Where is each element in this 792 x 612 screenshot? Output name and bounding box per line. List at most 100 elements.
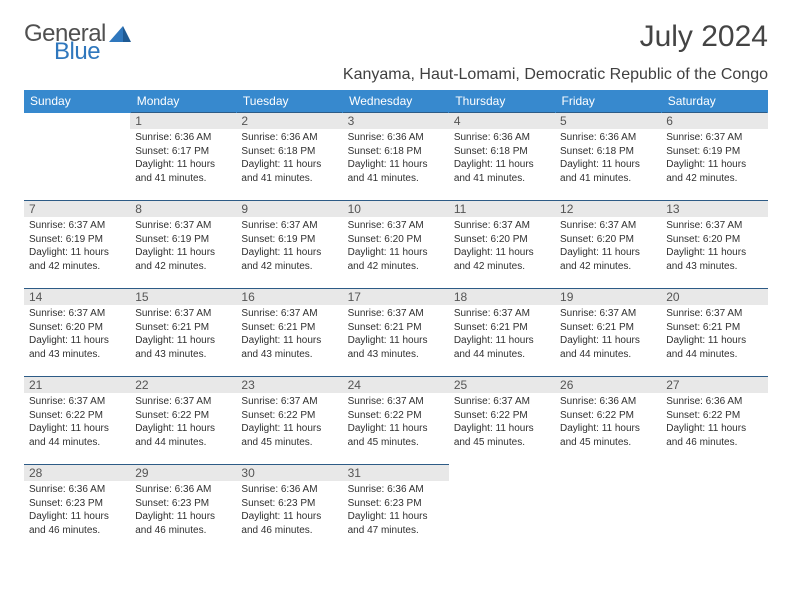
calendar-day-cell: 13Sunrise: 6:37 AMSunset: 6:20 PMDayligh… xyxy=(661,201,767,287)
day-number: 5 xyxy=(555,113,661,129)
day-number: 28 xyxy=(24,465,130,481)
calendar-day-cell: 5Sunrise: 6:36 AMSunset: 6:18 PMDaylight… xyxy=(555,113,661,199)
calendar-week-row: 28Sunrise: 6:36 AMSunset: 6:23 PMDayligh… xyxy=(24,465,768,551)
day-details: Sunrise: 6:37 AMSunset: 6:19 PMDaylight:… xyxy=(661,129,767,189)
day-details: Sunrise: 6:36 AMSunset: 6:22 PMDaylight:… xyxy=(555,393,661,453)
calendar-day-cell: 7Sunrise: 6:37 AMSunset: 6:19 PMDaylight… xyxy=(24,201,130,287)
day-number: 2 xyxy=(236,113,342,129)
day-number: 29 xyxy=(130,465,236,481)
day-details: Sunrise: 6:37 AMSunset: 6:20 PMDaylight:… xyxy=(449,217,555,277)
day-number: 8 xyxy=(130,201,236,217)
day-details: Sunrise: 6:37 AMSunset: 6:20 PMDaylight:… xyxy=(343,217,449,277)
day-details: Sunrise: 6:37 AMSunset: 6:21 PMDaylight:… xyxy=(236,305,342,365)
day-details: Sunrise: 6:37 AMSunset: 6:21 PMDaylight:… xyxy=(449,305,555,365)
day-number: 22 xyxy=(130,377,236,393)
logo-text-2: Blue xyxy=(54,38,100,66)
day-details: Sunrise: 6:36 AMSunset: 6:18 PMDaylight:… xyxy=(343,129,449,189)
calendar-day-cell xyxy=(449,465,555,551)
calendar-day-cell: 30Sunrise: 6:36 AMSunset: 6:23 PMDayligh… xyxy=(236,465,342,551)
calendar-day-cell: 12Sunrise: 6:37 AMSunset: 6:20 PMDayligh… xyxy=(555,201,661,287)
calendar-day-cell: 14Sunrise: 6:37 AMSunset: 6:20 PMDayligh… xyxy=(24,289,130,375)
day-number: 1 xyxy=(130,113,236,129)
day-number: 15 xyxy=(130,289,236,305)
day-number: 7 xyxy=(24,201,130,217)
day-details: Sunrise: 6:37 AMSunset: 6:22 PMDaylight:… xyxy=(343,393,449,453)
day-number: 13 xyxy=(661,201,767,217)
calendar-day-cell: 31Sunrise: 6:36 AMSunset: 6:23 PMDayligh… xyxy=(343,465,449,551)
day-details: Sunrise: 6:36 AMSunset: 6:23 PMDaylight:… xyxy=(24,481,130,541)
day-number: 18 xyxy=(449,289,555,305)
day-number: 19 xyxy=(555,289,661,305)
day-details: Sunrise: 6:36 AMSunset: 6:18 PMDaylight:… xyxy=(555,129,661,189)
day-number: 24 xyxy=(343,377,449,393)
weekday-header: Monday xyxy=(130,90,236,113)
day-details: Sunrise: 6:36 AMSunset: 6:23 PMDaylight:… xyxy=(343,481,449,541)
calendar-day-cell: 2Sunrise: 6:36 AMSunset: 6:18 PMDaylight… xyxy=(236,113,342,199)
day-number: 4 xyxy=(449,113,555,129)
day-number: 26 xyxy=(555,377,661,393)
day-number: 31 xyxy=(343,465,449,481)
calendar-week-row: 1Sunrise: 6:36 AMSunset: 6:17 PMDaylight… xyxy=(24,113,768,199)
calendar-day-cell: 21Sunrise: 6:37 AMSunset: 6:22 PMDayligh… xyxy=(24,377,130,463)
day-details: Sunrise: 6:37 AMSunset: 6:21 PMDaylight:… xyxy=(555,305,661,365)
weekday-header: Sunday xyxy=(24,90,130,113)
day-details: Sunrise: 6:37 AMSunset: 6:22 PMDaylight:… xyxy=(449,393,555,453)
day-details: Sunrise: 6:37 AMSunset: 6:20 PMDaylight:… xyxy=(661,217,767,277)
calendar-day-cell: 25Sunrise: 6:37 AMSunset: 6:22 PMDayligh… xyxy=(449,377,555,463)
calendar-day-cell: 28Sunrise: 6:36 AMSunset: 6:23 PMDayligh… xyxy=(24,465,130,551)
weekday-header-row: Sunday Monday Tuesday Wednesday Thursday… xyxy=(24,90,768,113)
calendar-day-cell: 24Sunrise: 6:37 AMSunset: 6:22 PMDayligh… xyxy=(343,377,449,463)
calendar-day-cell: 27Sunrise: 6:36 AMSunset: 6:22 PMDayligh… xyxy=(661,377,767,463)
day-number: 17 xyxy=(343,289,449,305)
day-details: Sunrise: 6:37 AMSunset: 6:20 PMDaylight:… xyxy=(24,305,130,365)
day-number: 25 xyxy=(449,377,555,393)
day-number: 9 xyxy=(236,201,342,217)
day-details: Sunrise: 6:37 AMSunset: 6:22 PMDaylight:… xyxy=(130,393,236,453)
day-number: 3 xyxy=(343,113,449,129)
day-details: Sunrise: 6:37 AMSunset: 6:19 PMDaylight:… xyxy=(130,217,236,277)
day-number: 10 xyxy=(343,201,449,217)
day-details: Sunrise: 6:36 AMSunset: 6:18 PMDaylight:… xyxy=(449,129,555,189)
calendar-day-cell: 8Sunrise: 6:37 AMSunset: 6:19 PMDaylight… xyxy=(130,201,236,287)
calendar-day-cell: 4Sunrise: 6:36 AMSunset: 6:18 PMDaylight… xyxy=(449,113,555,199)
day-details: Sunrise: 6:37 AMSunset: 6:22 PMDaylight:… xyxy=(24,393,130,453)
calendar-day-cell xyxy=(555,465,661,551)
day-number: 23 xyxy=(236,377,342,393)
weekday-header: Friday xyxy=(555,90,661,113)
day-details: Sunrise: 6:37 AMSunset: 6:21 PMDaylight:… xyxy=(661,305,767,365)
calendar-day-cell: 6Sunrise: 6:37 AMSunset: 6:19 PMDaylight… xyxy=(661,113,767,199)
calendar-day-cell: 9Sunrise: 6:37 AMSunset: 6:19 PMDaylight… xyxy=(236,201,342,287)
calendar-day-cell: 18Sunrise: 6:37 AMSunset: 6:21 PMDayligh… xyxy=(449,289,555,375)
page-title: July 2024 xyxy=(640,20,768,54)
calendar-day-cell: 1Sunrise: 6:36 AMSunset: 6:17 PMDaylight… xyxy=(130,113,236,199)
weekday-header: Saturday xyxy=(661,90,767,113)
day-details: Sunrise: 6:37 AMSunset: 6:22 PMDaylight:… xyxy=(236,393,342,453)
weekday-header: Wednesday xyxy=(343,90,449,113)
calendar-day-cell: 22Sunrise: 6:37 AMSunset: 6:22 PMDayligh… xyxy=(130,377,236,463)
calendar-day-cell: 26Sunrise: 6:36 AMSunset: 6:22 PMDayligh… xyxy=(555,377,661,463)
calendar-day-cell: 11Sunrise: 6:37 AMSunset: 6:20 PMDayligh… xyxy=(449,201,555,287)
logo-triangle-icon xyxy=(109,26,131,44)
calendar-day-cell xyxy=(661,465,767,551)
day-details: Sunrise: 6:37 AMSunset: 6:19 PMDaylight:… xyxy=(24,217,130,277)
calendar-week-row: 14Sunrise: 6:37 AMSunset: 6:20 PMDayligh… xyxy=(24,289,768,375)
calendar-day-cell: 20Sunrise: 6:37 AMSunset: 6:21 PMDayligh… xyxy=(661,289,767,375)
day-details: Sunrise: 6:37 AMSunset: 6:20 PMDaylight:… xyxy=(555,217,661,277)
calendar-day-cell: 3Sunrise: 6:36 AMSunset: 6:18 PMDaylight… xyxy=(343,113,449,199)
weekday-header: Thursday xyxy=(449,90,555,113)
calendar-day-cell: 16Sunrise: 6:37 AMSunset: 6:21 PMDayligh… xyxy=(236,289,342,375)
day-number: 30 xyxy=(236,465,342,481)
day-number: 16 xyxy=(236,289,342,305)
calendar-day-cell: 29Sunrise: 6:36 AMSunset: 6:23 PMDayligh… xyxy=(130,465,236,551)
calendar-day-cell xyxy=(24,113,130,199)
location-text: Kanyama, Haut-Lomami, Democratic Republi… xyxy=(24,66,768,84)
calendar-day-cell: 17Sunrise: 6:37 AMSunset: 6:21 PMDayligh… xyxy=(343,289,449,375)
day-number: 6 xyxy=(661,113,767,129)
calendar-day-cell: 19Sunrise: 6:37 AMSunset: 6:21 PMDayligh… xyxy=(555,289,661,375)
day-details: Sunrise: 6:36 AMSunset: 6:18 PMDaylight:… xyxy=(236,129,342,189)
day-details: Sunrise: 6:37 AMSunset: 6:19 PMDaylight:… xyxy=(236,217,342,277)
day-number: 12 xyxy=(555,201,661,217)
day-details: Sunrise: 6:37 AMSunset: 6:21 PMDaylight:… xyxy=(343,305,449,365)
calendar-week-row: 21Sunrise: 6:37 AMSunset: 6:22 PMDayligh… xyxy=(24,377,768,463)
calendar-day-cell: 10Sunrise: 6:37 AMSunset: 6:20 PMDayligh… xyxy=(343,201,449,287)
